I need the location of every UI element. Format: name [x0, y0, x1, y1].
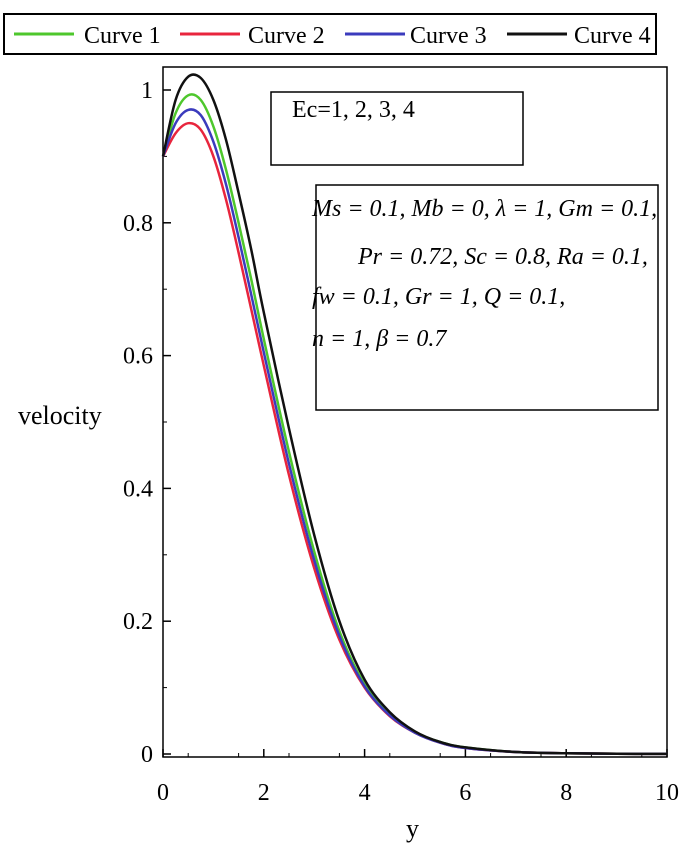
x-tick-label: 10	[655, 780, 679, 806]
x-tick-label: 6	[459, 780, 471, 806]
x-tick-label: 2	[258, 780, 270, 806]
ec-annotation-box	[270, 91, 524, 166]
legend-label-3: Curve 3	[410, 23, 487, 49]
x-tick-label: 4	[359, 780, 371, 806]
y-axis-title: velocity	[18, 401, 102, 430]
y-tick-label: 0	[141, 742, 153, 768]
plot-frame	[162, 66, 668, 758]
y-tick-label: 0.8	[123, 211, 153, 237]
y-tick-label: 0.6	[123, 344, 153, 370]
params-line-4: n = 1, β = 0.7	[312, 326, 447, 352]
series-line-curve-4	[161, 73, 668, 756]
params-line-2: Pr = 0.72, Sc = 0.8, Ra = 0.1,	[357, 244, 648, 270]
y-tick-label: 1	[141, 78, 153, 104]
legend-label-1: Curve 1	[84, 23, 161, 49]
params-line-3: fw = 0.1, Gr = 1, Q = 0.1,	[312, 284, 565, 310]
legend-label-2: Curve 2	[248, 23, 325, 49]
series-lines	[161, 73, 668, 756]
x-tick-label: 0	[157, 780, 169, 806]
x-axis-title: y	[406, 814, 419, 843]
legend: Curve 1 Curve 2 Curve 3 Curve 4	[14, 23, 651, 49]
y-tick-label: 0.2	[123, 609, 153, 635]
params-annotation-box	[315, 184, 659, 411]
params-line-1: Ms = 0.1, Mb = 0, λ = 1, Gm = 0.1,	[311, 196, 657, 222]
ec-annotation: Ec=1, 2, 3, 4	[292, 97, 415, 123]
legend-label-4: Curve 4	[574, 23, 651, 49]
x-tick-label: 8	[560, 780, 572, 806]
y-tick-label: 0.4	[123, 476, 153, 502]
axis-ticks: 0 2 4 6 8 10 0 0.2 0.4 0.6 0.8 1	[123, 78, 679, 806]
